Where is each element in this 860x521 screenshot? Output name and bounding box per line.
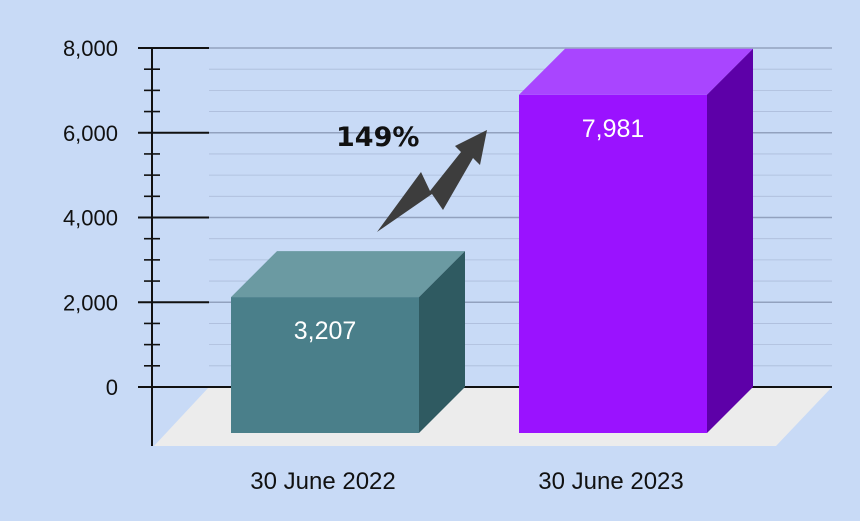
bar-top-face [519, 48, 753, 95]
y-tick-label: 2,000 [63, 290, 118, 315]
growth-annotation: 149% [336, 122, 487, 232]
bar-side-face [419, 251, 465, 433]
y-tick-label: 8,000 [63, 36, 118, 61]
bar-value-label: 3,207 [294, 317, 357, 345]
y-axis: 0 2,000 4,000 6,000 8,000 [63, 36, 209, 446]
bar-side-face [707, 48, 753, 434]
bar-top-face [231, 251, 465, 298]
bars: 3,207 7,981 [231, 48, 753, 434]
x-category-label: 30 June 2022 [250, 468, 395, 495]
bar-front-face [519, 94, 707, 434]
y-tick-label: 0 [106, 375, 118, 400]
y-ticks: 0 2,000 4,000 6,000 8,000 [63, 36, 209, 400]
x-axis-labels: 30 June 2022 30 June 2023 [250, 468, 683, 495]
x-category-label: 30 June 2023 [538, 468, 683, 495]
bar-1: 3,207 [231, 251, 465, 433]
bar-2: 7,981 [519, 48, 753, 434]
y-tick-label: 6,000 [63, 121, 118, 146]
growth-percent-label: 149% [336, 122, 419, 153]
bar-value-label: 7,981 [582, 115, 645, 143]
bar-front-face [231, 297, 419, 433]
y-tick-label: 4,000 [63, 206, 118, 231]
upward-zigzag-arrow-icon [377, 130, 487, 232]
